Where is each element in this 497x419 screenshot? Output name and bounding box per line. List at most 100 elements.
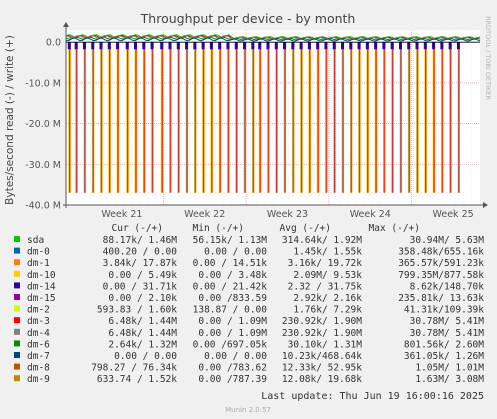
legend-swatch: [14, 305, 20, 312]
read-spike-cap: [307, 42, 311, 50]
legend-max-value: 1.63M/ 3.08M: [415, 374, 484, 385]
legend-max-value: 41.31k/109.39k: [404, 305, 484, 316]
legend-avg-value: 10.23k/468.64k: [282, 351, 362, 362]
legend-avg-value: 1.45k/ 1.55k: [293, 247, 362, 258]
legend-min-value: 0.00 /783.62: [198, 363, 267, 374]
legend-swatch: [14, 247, 20, 254]
legend-swatch: [14, 328, 20, 335]
legend-cur-value: 593.83 / 1.60k: [97, 305, 177, 316]
legend-cur-value: 400.20 / 0.00: [103, 247, 178, 258]
read-spike-cap: [448, 42, 452, 50]
read-spike-cap: [266, 42, 270, 50]
read-spike-cap: [316, 42, 320, 50]
read-spike-cap: [283, 42, 287, 50]
legend-min-value: 0.00 / 1.09M: [198, 316, 267, 327]
legend-min-value: 0.00 / 14.51k: [193, 258, 268, 269]
legend-max-value: 1.05M/ 1.01M: [415, 363, 484, 374]
legend-name: dm-3: [27, 316, 50, 327]
legend-name: dm-14: [27, 281, 56, 292]
legend-min-value: 0.00 /787.39: [198, 374, 267, 385]
read-spike-cap: [74, 42, 78, 50]
read-spike-cap: [291, 42, 295, 50]
read-spike-cap: [258, 42, 262, 50]
legend-name: dm-1: [27, 258, 50, 269]
legend-max-value: 799.35M/877.58k: [398, 270, 484, 281]
read-spike-cap: [415, 42, 419, 50]
legend-name: dm-10: [27, 270, 56, 281]
grid: [66, 30, 480, 206]
rrdtool-watermark: RRDTOOL / TOBI OETIKER: [484, 16, 492, 100]
legend-name: dm-0: [27, 247, 50, 258]
series-lines: [65, 34, 481, 42]
legend-min-value: 0.00 / 1.09M: [198, 328, 267, 339]
legend-avg-value: 1.76k/ 7.29k: [293, 305, 362, 316]
read-spike-cap: [142, 42, 146, 50]
read-spike-cap: [218, 42, 222, 50]
legend-cur-value: 6.48k/ 1.44M: [108, 316, 177, 327]
legend-cur-value: 633.74 / 1.52k: [97, 374, 177, 385]
legend-name: dm-15: [27, 293, 56, 304]
y-tick-label: -40.0 M: [25, 201, 61, 212]
legend-min-value: 0.00 / 21.42k: [193, 281, 268, 292]
legend-swatch: [14, 294, 20, 300]
legend-swatch: [14, 317, 20, 324]
read-spike-cap: [332, 42, 336, 50]
read-spike-cap: [107, 42, 111, 50]
legend-name: dm-9: [27, 374, 50, 385]
legend-avg-value: 314.64k/ 1.92M: [282, 235, 362, 246]
legend-name: sda: [27, 235, 44, 246]
legend-max-value: 30.78M/ 5.41M: [410, 316, 485, 327]
legend-max-value: 361.05k/ 1.26M: [404, 351, 484, 362]
legend-min-value: 0.00 /833.59: [198, 293, 267, 304]
read-spike-cap: [243, 42, 247, 50]
legend-min-value: 0.00 /697.05k: [193, 339, 268, 350]
chart-title: Throughput per device - by month: [140, 11, 356, 26]
legend-name: dm-2: [27, 305, 50, 316]
read-spike-cap: [226, 42, 230, 50]
legend-max-value: 8.62k/148.70k: [410, 281, 485, 292]
read-spike-cap: [209, 42, 213, 50]
legend-avg-value: 3.16k/ 19.72k: [288, 258, 363, 269]
read-spike-cap: [365, 42, 369, 50]
read-spike-cap: [423, 42, 427, 50]
legend-avg-value: 230.92k/ 1.90M: [282, 328, 362, 339]
y-tick-label: -30.0 M: [25, 160, 61, 171]
legend-swatch: [14, 270, 20, 277]
legend-avg-value: 2.09M/ 9.53k: [293, 270, 362, 281]
axes: [63, 22, 488, 208]
read-spike-cap: [374, 42, 378, 50]
read-spike-cap: [125, 42, 129, 50]
legend-min-value: 0.00 / 3.48k: [198, 270, 267, 281]
read-spike-cap: [440, 42, 444, 50]
column-header: Min (-/+): [193, 223, 244, 234]
legend-cur-value: 6.48k/ 1.44M: [108, 328, 177, 339]
read-spike-cap: [234, 42, 238, 50]
legend-avg-value: 2.92k/ 2.16k: [293, 293, 362, 304]
read-spike-cap: [160, 42, 164, 50]
legend-min-value: 56.15k/ 1.13M: [193, 235, 268, 246]
x-tick-label: Week 22: [184, 209, 225, 220]
column-header: Avg (-/+): [280, 223, 331, 234]
read-spike-cap: [201, 42, 205, 50]
x-tick-label: Week 25: [433, 209, 474, 220]
legend-max-value: 365.57k/591.23k: [398, 258, 484, 269]
legend-cur-value: 0.00 / 2.10k: [108, 293, 177, 304]
x-tick-labels: Week 21 Week 22 Week 23 Week 24 Week 25: [101, 209, 473, 220]
read-spike-cap: [99, 42, 103, 50]
read-spike-cap: [432, 42, 436, 50]
legend-swatch: [14, 259, 20, 266]
legend-name: dm-6: [27, 339, 50, 350]
legend-min-value: 0.00 / 0.00: [204, 351, 267, 362]
legend-max-value: 801.56k/ 2.60M: [404, 339, 484, 350]
legend-min-value: 0.00 / 0.00: [204, 247, 267, 258]
legend-min-value: 138.87 / 0.00: [193, 305, 268, 316]
legend-avg-value: 2.32 / 31.75k: [288, 281, 363, 292]
legend-cur-value: 88.17k/ 1.46M: [103, 235, 178, 246]
read-spike-cap: [251, 42, 255, 50]
column-header: Cur (-/+): [112, 223, 163, 234]
last-update: Last update: Thu Jun 19 16:00:16 2025: [261, 391, 484, 402]
legend-name: dm-4: [27, 328, 50, 339]
x-tick-label: Week 23: [267, 209, 308, 220]
read-spikes: [67, 42, 460, 193]
write-line: [65, 37, 481, 42]
